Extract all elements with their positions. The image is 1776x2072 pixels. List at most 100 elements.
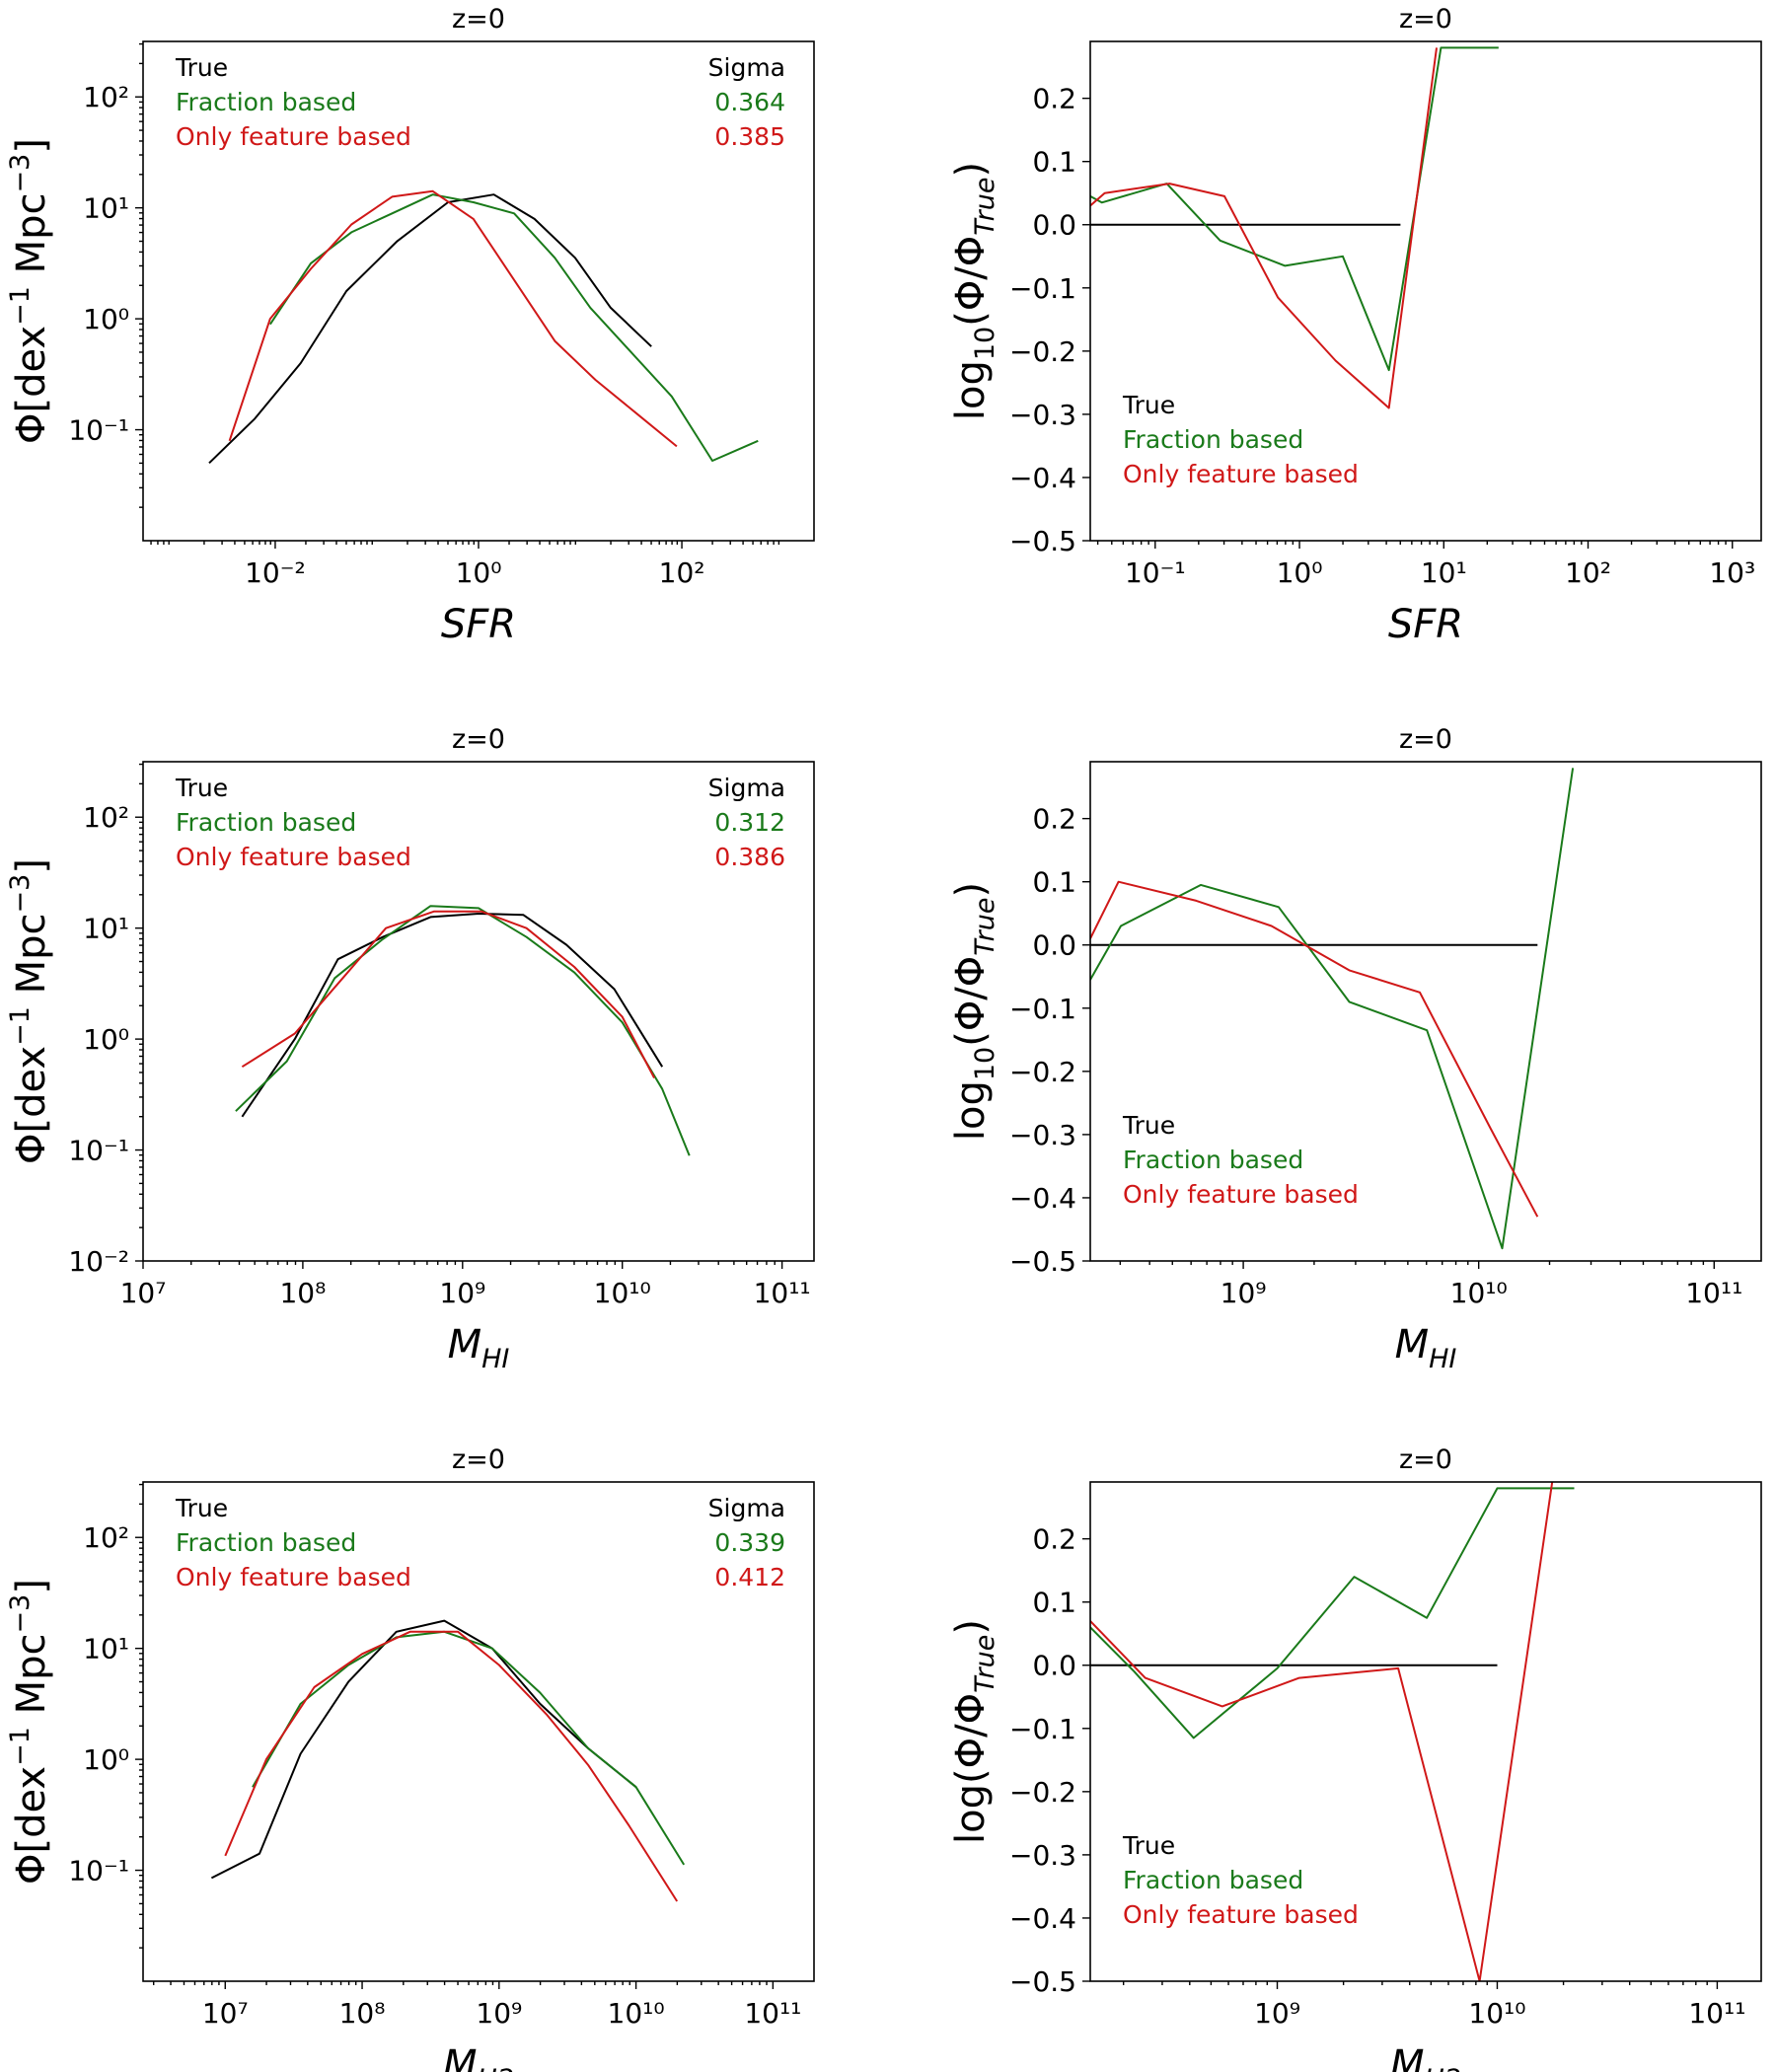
plot-frame bbox=[142, 761, 815, 1262]
legend-entry-true: True bbox=[1122, 391, 1175, 419]
y-tick-label: −0.2 bbox=[1009, 1776, 1076, 1809]
x-tick-label: 10⁷ bbox=[120, 1277, 167, 1309]
legend-entry-feature: Only feature based bbox=[1123, 1180, 1359, 1209]
series-line-fraction bbox=[1090, 46, 1499, 372]
legend-entry-true: True bbox=[175, 774, 228, 802]
chart-title: z=0 bbox=[1399, 4, 1452, 35]
x-tick-label: 10¹⁰ bbox=[1468, 1997, 1525, 2030]
x-tick-label: 10² bbox=[659, 556, 705, 589]
legend-entry-feature: Only feature based bbox=[1123, 1900, 1359, 1929]
chart-panel-middle-left: z=0 10⁷ 10⁸ 10⁹ 10¹⁰ 10¹¹ 10⁻² 10⁻¹ 10⁰ 10¹ 10² MHI… bbox=[5, 724, 815, 1374]
chart-panel-middle-right: z=0 10⁹ 10¹⁰ 10¹¹ 0.2 0.1 0.0 −0.1 −0.2 −0.3 −0.4 −… bbox=[948, 724, 1762, 1374]
legend-sigma-value-feature: 0.386 bbox=[714, 843, 785, 871]
legend-entry-fraction: Fraction based bbox=[1123, 425, 1303, 454]
legend-sigma-value-fraction: 0.364 bbox=[714, 88, 785, 116]
plot-frame bbox=[1089, 1481, 1762, 1982]
legend-entry-feature: Only feature based bbox=[1123, 460, 1359, 488]
y-tick-label: 10¹ bbox=[83, 192, 129, 225]
y-tick-label: −0.4 bbox=[1009, 1902, 1076, 1935]
chart-title: z=0 bbox=[452, 4, 505, 35]
x-axis-label: MHIM_HI bbox=[448, 1322, 510, 1374]
series-line-feature bbox=[224, 1630, 679, 1902]
legend: True Fraction based Only feature based bbox=[1122, 1831, 1359, 1929]
chart-title: z=0 bbox=[452, 1444, 505, 1475]
series-group bbox=[208, 189, 759, 465]
legend-sigma-header: Sigma bbox=[708, 1494, 785, 1522]
x-tick-label: 10¹¹ bbox=[1688, 1997, 1745, 2030]
x-tick-label: 10¹ bbox=[1421, 556, 1467, 589]
x-tick-label: 10¹¹ bbox=[754, 1277, 811, 1309]
chart-panel-bottom-right: z=0 10⁹ 10¹⁰ 10¹¹ 0.2 0.1 0.0 −0.1 −0.2 −0.3 −0.4 −… bbox=[948, 1444, 1762, 2072]
x-tick-label: 10⁹ bbox=[476, 1997, 522, 2030]
series-line-true bbox=[241, 913, 664, 1118]
legend: True Fraction based Only feature based Sigm… bbox=[175, 1494, 785, 1591]
plot-frame bbox=[1089, 761, 1762, 1262]
chart-panel-top-left: z=0 10⁻² 10⁰ 10² 10⁻¹ 10⁰ 10¹ 10² SFRSFR Φ[dex−1 … bbox=[5, 4, 815, 647]
x-tick-label: 10⁷ bbox=[202, 1997, 249, 2030]
series-group bbox=[1090, 768, 1575, 1250]
chart-title: z=0 bbox=[1399, 724, 1452, 755]
legend-entry-fraction: Fraction based bbox=[176, 88, 356, 116]
x-tick-label: 10⁸ bbox=[339, 1997, 386, 2030]
chart-panel-top-right: z=0 10⁻¹ 10⁰ 10¹ 10² 10³ 0.2 0.1 0.0 −0.1 −0.2 −0.3… bbox=[948, 4, 1762, 647]
y-tick-label: −0.3 bbox=[1009, 1119, 1076, 1151]
y-axis-label: Φ[dex−1 Mpc−3]Φ[dex⁻¹ Mpc⁻³] bbox=[5, 1579, 54, 1885]
y-axis-label: Φ[dex−1 Mpc−3]Φ[dex⁻¹ Mpc⁻³] bbox=[5, 138, 54, 444]
legend-entry-fraction: Fraction based bbox=[176, 1528, 356, 1557]
y-tick-label: −0.5 bbox=[1009, 1245, 1076, 1278]
series-line-feature bbox=[241, 910, 655, 1078]
y-tick-label: 10⁻¹ bbox=[68, 1855, 129, 1887]
legend-sigma-value-feature: 0.412 bbox=[714, 1563, 785, 1591]
series-line-true bbox=[208, 193, 652, 465]
series-group bbox=[210, 1619, 686, 1902]
legend-sigma-value-feature: 0.385 bbox=[714, 122, 785, 151]
series-line-feature bbox=[1090, 880, 1539, 1218]
y-tick-label: 0.1 bbox=[1032, 146, 1076, 179]
y-tick-label: 10⁻¹ bbox=[68, 414, 129, 447]
y-tick-label: 0.1 bbox=[1032, 1587, 1076, 1619]
x-tick-label: 10² bbox=[1565, 556, 1611, 589]
x-axis-label: MH2M_H2 bbox=[1390, 2042, 1461, 2072]
legend-entry-fraction: Fraction based bbox=[1123, 1866, 1303, 1894]
legend-entry-true: True bbox=[1122, 1111, 1175, 1140]
legend-sigma-header: Sigma bbox=[708, 53, 785, 82]
y-tick-label: 0.2 bbox=[1032, 803, 1076, 836]
x-axis-label: MHIM_HI bbox=[1395, 1322, 1457, 1374]
y-axis-label: log10(Φ/ΦTrue)log10(Φ/ΦTrue) bbox=[948, 162, 1000, 420]
y-tick-label: 10² bbox=[83, 1521, 129, 1554]
x-tick-label: 10⁻¹ bbox=[1125, 556, 1186, 589]
y-tick-label: 10² bbox=[83, 801, 129, 834]
legend-sigma-value-fraction: 0.312 bbox=[714, 808, 785, 837]
chart-title: z=0 bbox=[1399, 1444, 1452, 1475]
chart-title: z=0 bbox=[452, 724, 505, 755]
y-axis-label: log(Φ/ΦTrue)log(Φ/ΦTrue) bbox=[948, 1619, 1000, 1844]
y-tick-label: −0.1 bbox=[1009, 993, 1076, 1025]
legend-entry-fraction: Fraction based bbox=[1123, 1146, 1303, 1174]
plot-frame bbox=[1089, 40, 1762, 542]
series-line-fraction bbox=[1090, 768, 1575, 1250]
legend-entry-true: True bbox=[1122, 1831, 1175, 1860]
legend: True Fraction based Only feature based bbox=[1122, 1111, 1359, 1209]
y-tick-label: 0.2 bbox=[1032, 1523, 1076, 1556]
chart-panel-bottom-left: z=0 10⁷ 10⁸ 10⁹ 10¹⁰ 10¹¹ 10⁻¹ 10⁰ 10¹ 10² MH2M_H2… bbox=[5, 1444, 815, 2072]
x-tick-label: 10⁹ bbox=[439, 1277, 485, 1309]
legend-entry-feature: Only feature based bbox=[176, 1563, 411, 1591]
x-tick-label: 10¹⁰ bbox=[1450, 1277, 1508, 1309]
series-group bbox=[1090, 46, 1499, 409]
x-tick-label: 10¹¹ bbox=[1685, 1277, 1742, 1309]
x-tick-label: 10¹⁰ bbox=[608, 1997, 665, 2030]
y-tick-label: 10¹ bbox=[83, 913, 129, 945]
y-tick-label: −0.3 bbox=[1009, 399, 1076, 431]
x-axis-label: SFRSFR bbox=[1388, 602, 1463, 647]
series-group bbox=[1090, 1482, 1575, 1981]
y-tick-label: −0.4 bbox=[1009, 462, 1076, 494]
series-line-fraction bbox=[252, 1630, 686, 1866]
series-group bbox=[235, 905, 691, 1156]
x-tick-label: 10⁸ bbox=[279, 1277, 326, 1309]
x-tick-label: 10⁰ bbox=[1277, 556, 1323, 589]
y-tick-label: −0.3 bbox=[1009, 1839, 1076, 1872]
x-tick-label: 10¹¹ bbox=[744, 1997, 801, 2030]
series-line-fraction bbox=[268, 193, 759, 462]
series-line-feature bbox=[1090, 1482, 1554, 1981]
